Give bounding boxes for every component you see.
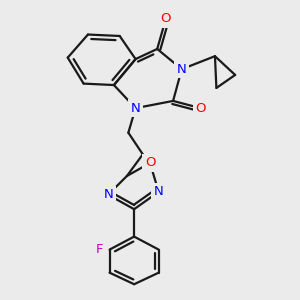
Text: O: O (145, 157, 155, 169)
Text: N: N (103, 188, 113, 201)
Text: N: N (154, 185, 164, 198)
Text: N: N (177, 63, 187, 76)
Text: F: F (96, 243, 103, 256)
Text: O: O (195, 102, 206, 115)
Text: N: N (131, 102, 140, 115)
Text: O: O (160, 12, 171, 25)
